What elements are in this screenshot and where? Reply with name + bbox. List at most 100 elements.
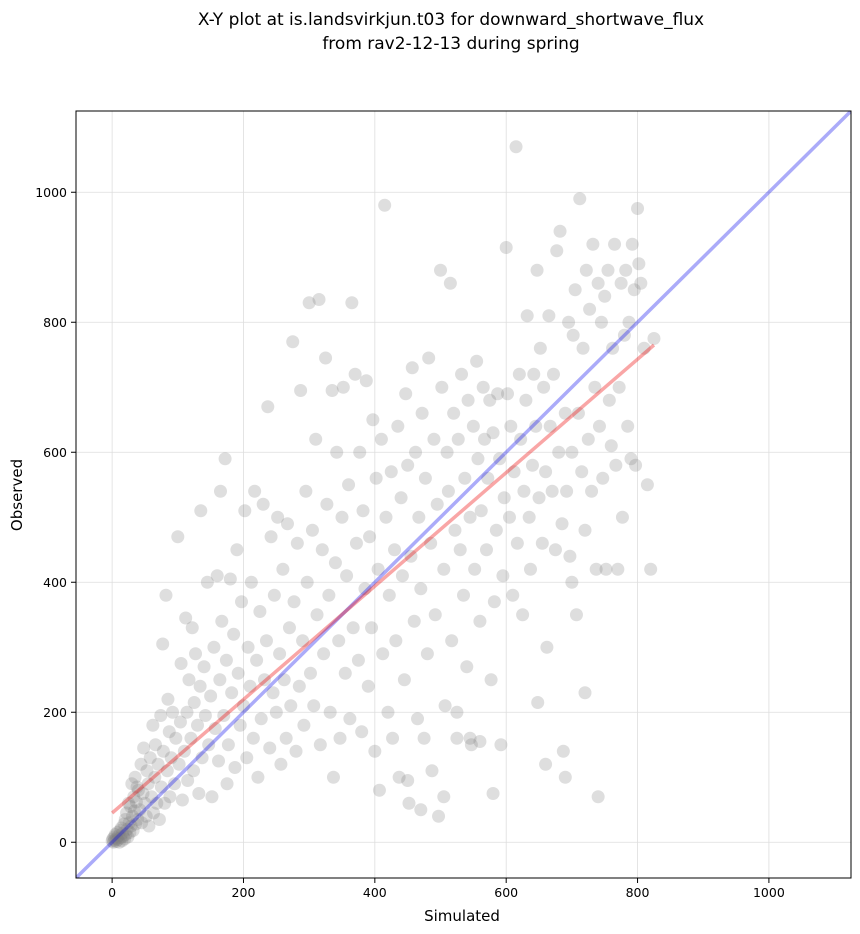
data-point-35 (128, 770, 142, 784)
data-point-93 (195, 751, 209, 765)
data-point-231 (418, 471, 432, 485)
data-point-58 (151, 757, 165, 771)
data-point-165 (310, 608, 324, 622)
data-point-117 (231, 666, 245, 680)
data-point-126 (246, 731, 260, 745)
data-point-115 (228, 761, 242, 774)
data-point-70 (164, 751, 178, 765)
data-point-331 (583, 302, 597, 316)
data-point-113 (225, 686, 239, 700)
plot-border (75, 110, 852, 879)
data-point-229 (415, 406, 429, 420)
data-point-107 (217, 709, 231, 722)
data-point-184 (342, 478, 356, 492)
data-point-287 (510, 536, 524, 550)
data-point-271 (484, 673, 498, 687)
data-point-153 (290, 536, 304, 550)
data-point-7 (110, 831, 124, 845)
data-point-232 (420, 647, 434, 661)
data-point-29 (124, 819, 138, 833)
data-point-51 (143, 751, 157, 765)
data-point-291 (517, 484, 531, 498)
data-point-286 (509, 140, 523, 154)
data-point-335 (589, 562, 603, 576)
data-point-119 (235, 595, 249, 609)
data-point-216 (394, 491, 408, 505)
data-point-192 (355, 725, 369, 739)
data-point-15 (115, 834, 129, 848)
data-point-368 (578, 686, 592, 700)
data-point-123 (241, 640, 255, 654)
data-point-100 (207, 640, 221, 654)
data-point-266 (476, 380, 490, 394)
data-point-219 (399, 387, 413, 401)
plot-area (75, 110, 852, 879)
data-point-353 (619, 263, 633, 277)
data-point-22 (120, 806, 134, 820)
data-point-374 (473, 735, 487, 748)
data-point-181 (336, 380, 350, 394)
data-point-202 (371, 562, 385, 576)
data-point-99 (205, 790, 219, 804)
data-point-69 (163, 790, 177, 804)
data-point-373 (486, 787, 500, 800)
data-point-211 (386, 731, 400, 745)
data-point-329 (579, 263, 593, 277)
data-point-150 (286, 335, 300, 349)
identity-line (76, 111, 851, 878)
data-point-81 (180, 705, 194, 719)
data-point-156 (296, 634, 310, 648)
data-point-338 (594, 315, 608, 329)
data-point-122 (240, 751, 254, 765)
data-point-42 (134, 757, 148, 771)
data-point-3 (107, 830, 121, 844)
data-point-302 (535, 536, 549, 550)
data-point-309 (546, 367, 560, 381)
data-point-254 (457, 588, 470, 602)
data-point-369 (565, 575, 579, 589)
data-point-13 (114, 831, 128, 845)
x-tick-label-3: 600 (494, 885, 518, 900)
data-point-63 (156, 744, 170, 758)
data-point-157 (297, 718, 311, 732)
data-point-370 (558, 770, 572, 784)
data-point-28 (124, 800, 138, 813)
data-point-349 (612, 380, 626, 394)
data-point-299 (530, 263, 544, 277)
chart-title-line-2: from rav2-12-13 during spring (322, 34, 579, 54)
data-point-277 (494, 738, 508, 752)
data-point-301 (533, 341, 547, 355)
data-point-75 (172, 757, 186, 771)
chart-title-line-1: X-Y plot at is.landsvirkjun.t03 for down… (198, 10, 704, 30)
data-point-61 (154, 780, 168, 794)
data-point-152 (289, 744, 303, 758)
data-point-379 (401, 774, 415, 787)
data-point-88 (189, 647, 203, 661)
data-point-87 (187, 696, 201, 709)
data-point-296 (525, 458, 539, 472)
data-point-52 (145, 790, 159, 804)
y-tick-label-3: 600 (43, 445, 67, 460)
data-point-377 (437, 790, 451, 804)
x-axis-ticks: 0 200 400 600 800 1000 (108, 878, 785, 900)
data-point-121 (238, 504, 252, 518)
data-point-129 (251, 770, 265, 784)
data-point-86 (187, 764, 201, 778)
data-point-239 (432, 809, 446, 823)
data-point-298 (529, 419, 543, 433)
data-point-169 (317, 647, 331, 661)
data-point-306 (542, 309, 556, 323)
data-point-145 (277, 673, 291, 687)
data-point-50 (142, 819, 156, 833)
data-point-321 (566, 328, 580, 342)
data-point-327 (576, 341, 590, 355)
data-point-143 (274, 757, 288, 771)
data-point-170 (319, 351, 333, 365)
data-point-175 (326, 770, 340, 784)
data-point-112 (223, 572, 237, 586)
data-point-45 (137, 741, 151, 755)
data-point-197 (363, 530, 377, 544)
data-point-160 (302, 296, 316, 310)
data-point-164 (309, 432, 323, 446)
data-point-134 (259, 634, 273, 648)
